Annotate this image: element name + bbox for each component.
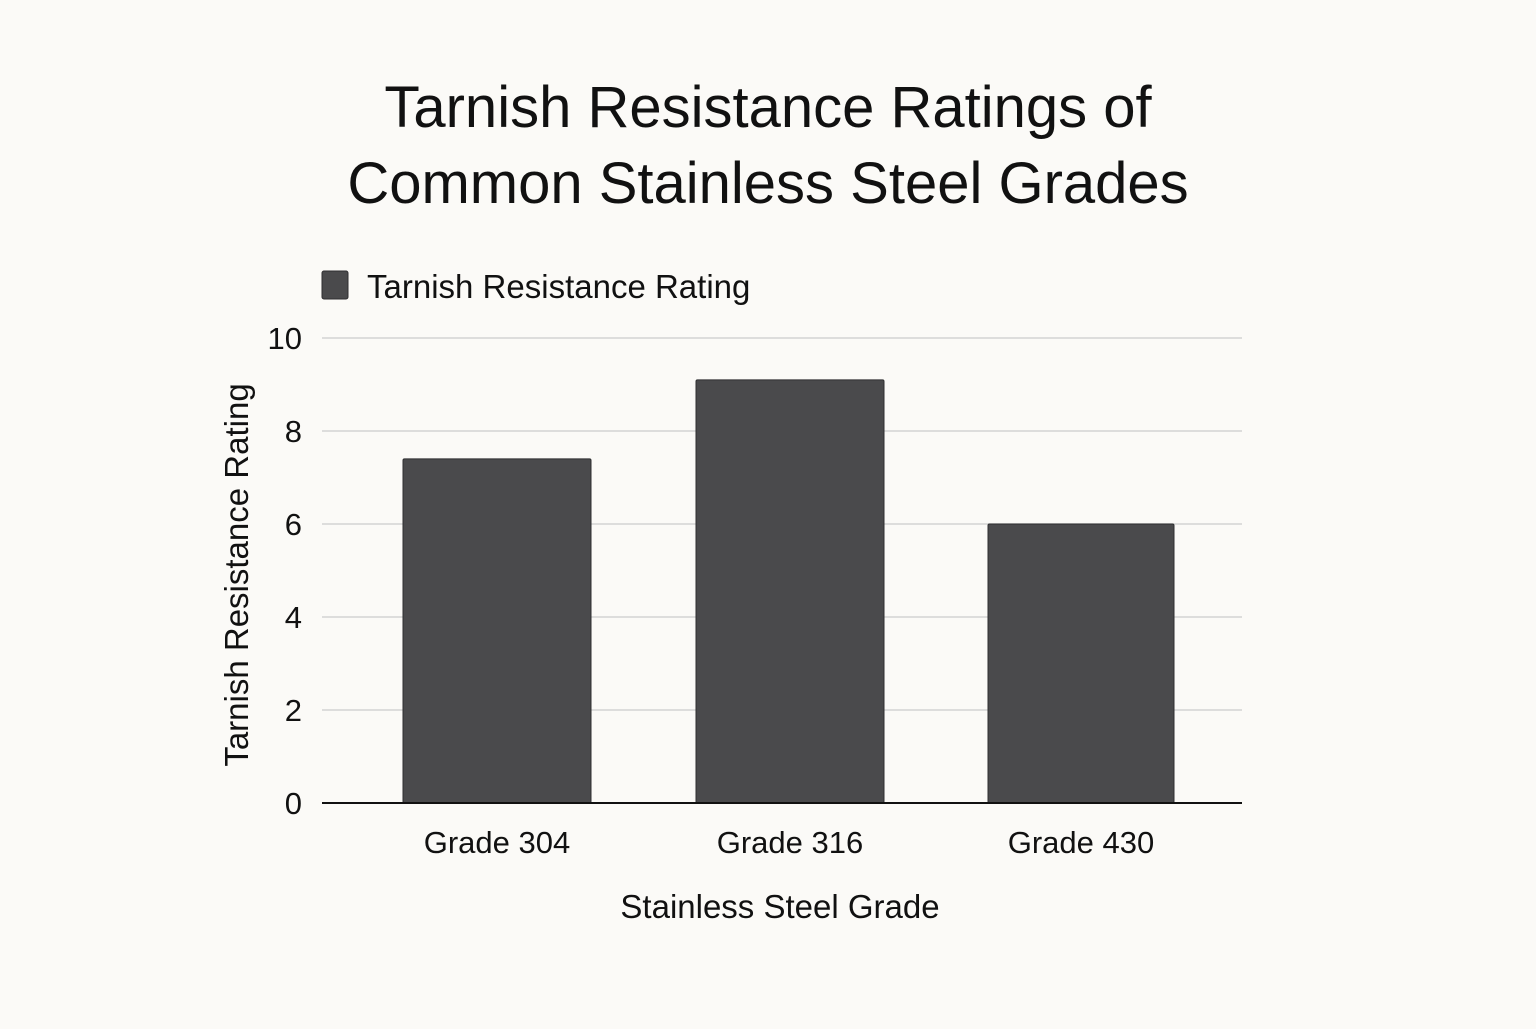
bars [402, 379, 1175, 804]
bar-grade-430 [987, 523, 1175, 804]
x-tick-label: Grade 316 [717, 825, 864, 860]
x-tick-labels: Grade 304 Grade 316 Grade 430 [424, 825, 1155, 860]
bar-grade-304 [402, 458, 592, 804]
x-axis-label: Stainless Steel Grade [620, 888, 939, 925]
chart-title-line-1: Tarnish Resistance Ratings of [384, 75, 1152, 140]
y-tick-label: 10 [268, 321, 302, 356]
y-tick-labels: 0 2 4 6 8 10 [268, 321, 302, 821]
y-tick-label: 8 [285, 414, 302, 449]
x-tick-label: Grade 304 [424, 825, 571, 860]
x-tick-label: Grade 430 [1008, 825, 1155, 860]
y-tick-label: 2 [285, 693, 302, 728]
chart-title-line-2: Common Stainless Steel Grades [347, 151, 1188, 216]
y-tick-label: 0 [285, 786, 302, 821]
legend-label: Tarnish Resistance Rating [367, 268, 750, 305]
bar-grade-316 [695, 379, 885, 804]
y-axis-label: Tarnish Resistance Rating [218, 383, 255, 766]
y-tick-label: 6 [285, 507, 302, 542]
y-tick-label: 4 [285, 600, 302, 635]
legend-swatch [321, 270, 349, 300]
